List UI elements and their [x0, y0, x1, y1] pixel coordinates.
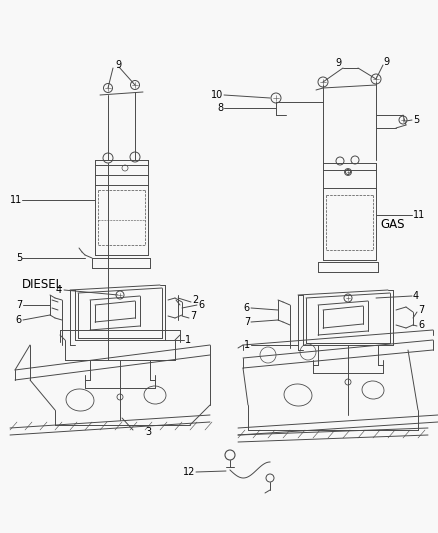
Text: 1: 1	[185, 335, 191, 345]
Text: 10: 10	[211, 90, 223, 100]
Text: GAS: GAS	[380, 219, 405, 231]
Text: 1: 1	[244, 340, 250, 350]
Text: 6: 6	[418, 320, 424, 330]
Text: DIESEL: DIESEL	[22, 279, 63, 292]
Text: 9: 9	[383, 57, 389, 67]
Text: 7: 7	[418, 305, 424, 315]
Text: 9: 9	[335, 58, 341, 68]
Text: 7: 7	[244, 317, 250, 327]
Text: 11: 11	[413, 210, 425, 220]
Text: 5: 5	[413, 115, 419, 125]
Text: 5: 5	[16, 253, 22, 263]
Text: 12: 12	[183, 467, 195, 477]
Text: 4: 4	[413, 291, 419, 301]
Text: 6: 6	[244, 303, 250, 313]
Text: 2: 2	[192, 295, 198, 305]
Text: 7: 7	[16, 300, 22, 310]
Text: 11: 11	[10, 195, 22, 205]
Text: 4: 4	[56, 285, 62, 295]
Text: 6: 6	[198, 300, 204, 310]
Text: 9: 9	[115, 60, 121, 70]
Text: 6: 6	[16, 315, 22, 325]
Text: 8: 8	[217, 103, 223, 113]
Text: 3: 3	[145, 427, 151, 437]
Text: 7: 7	[190, 311, 196, 321]
